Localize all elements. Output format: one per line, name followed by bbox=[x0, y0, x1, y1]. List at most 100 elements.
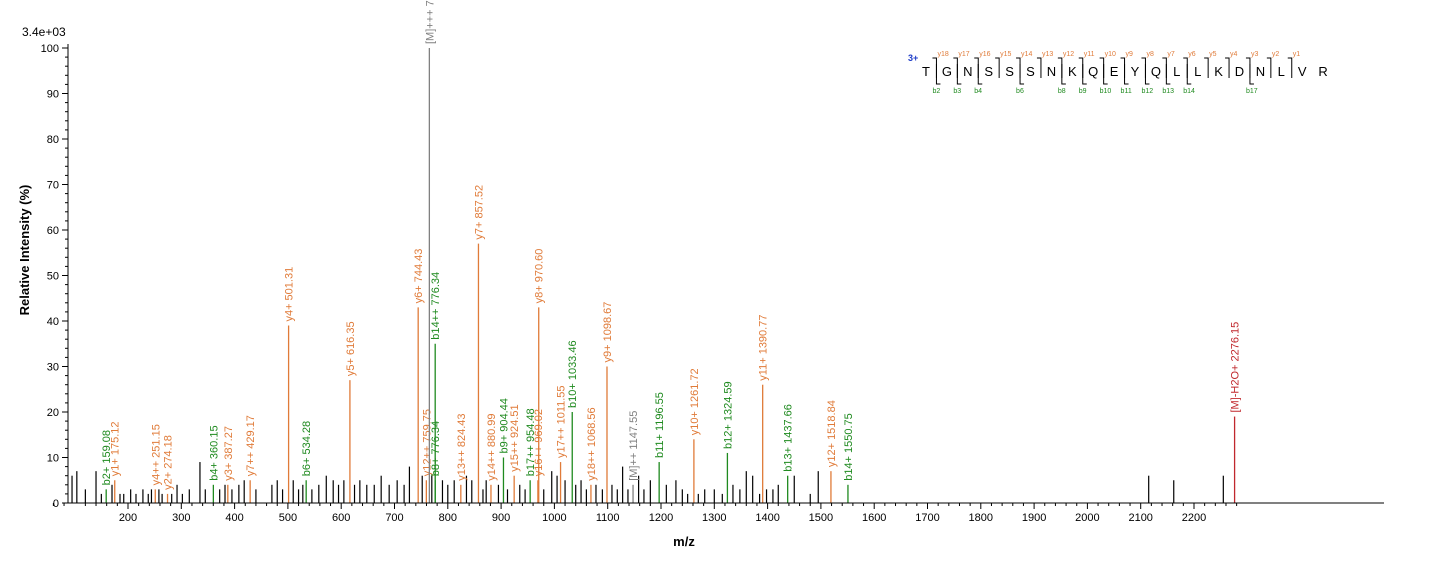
x-tick-label: 900 bbox=[492, 512, 510, 524]
b-ion-bracket bbox=[1061, 64, 1066, 85]
b-ion-label: b17 bbox=[1246, 88, 1258, 95]
b-ion-label: b4 bbox=[974, 88, 982, 95]
x-tick-label: 2100 bbox=[1128, 512, 1152, 524]
y-tick-label: 10 bbox=[47, 453, 59, 465]
x-axis-title: m/z bbox=[673, 534, 695, 549]
peak-label: y13++ 824.43 bbox=[456, 414, 468, 481]
y-ion-label: y16 bbox=[979, 51, 990, 58]
peak-label: b17++ 954.48 bbox=[525, 408, 537, 476]
sequence-residue: N bbox=[963, 64, 972, 79]
b-ion-bracket bbox=[1144, 64, 1150, 85]
y-ion-label: y17 bbox=[958, 51, 969, 58]
sequence-residue: K bbox=[1068, 64, 1077, 79]
y-ion-bracket bbox=[1057, 57, 1063, 78]
peak-label: y7+ 857.52 bbox=[473, 185, 485, 240]
y-ion-label: y5 bbox=[1209, 51, 1217, 58]
sequence-residue: Y bbox=[1131, 64, 1140, 79]
y-ion-bracket bbox=[1183, 57, 1188, 78]
peak-label: b14++ 776.34 bbox=[430, 272, 442, 340]
y-ion-label: y6 bbox=[1188, 51, 1196, 58]
peak-label: y5+ 616.35 bbox=[345, 321, 357, 376]
peak-label: b10+ 1033.46 bbox=[567, 340, 579, 408]
x-tick-label: 2000 bbox=[1075, 512, 1099, 524]
x-tick-label: 2200 bbox=[1182, 512, 1206, 524]
x-tick-label: 1500 bbox=[809, 512, 833, 524]
y-tick-label: 30 bbox=[47, 362, 59, 374]
b-ion-label: b8 bbox=[1058, 88, 1066, 95]
y-ion-bracket bbox=[1204, 57, 1209, 78]
x-tick-label: 200 bbox=[119, 512, 137, 524]
y-ion-label: y1 bbox=[1293, 51, 1301, 58]
peak-label: y10+ 1261.72 bbox=[689, 368, 701, 435]
y-ion-label: y4 bbox=[1230, 51, 1238, 58]
sequence-residue: T bbox=[922, 64, 930, 79]
peak-label: y7++ 429.17 bbox=[245, 415, 257, 476]
peak-label: y12+ 1518.84 bbox=[826, 400, 838, 467]
peak-label: b13+ 1437.66 bbox=[783, 404, 795, 472]
peak-label: y8+ 970.60 bbox=[534, 249, 546, 304]
b-ion-label: b6 bbox=[1016, 88, 1024, 95]
x-tick-label: 700 bbox=[385, 512, 403, 524]
x-tick-label: 500 bbox=[279, 512, 297, 524]
peak-label: b2+ 159.08 bbox=[101, 430, 113, 485]
peak-label: b14+ 1550.75 bbox=[843, 413, 855, 481]
sequence-residue: L bbox=[1278, 64, 1285, 79]
x-tick-label: 1700 bbox=[915, 512, 939, 524]
b-ion-bracket bbox=[1249, 64, 1254, 85]
y-ion-label: y13 bbox=[1042, 51, 1053, 58]
y-ion-label: y14 bbox=[1021, 51, 1032, 58]
peak-label: b6+ 534.28 bbox=[301, 421, 313, 476]
peak-label: [M]++ 1147.55 bbox=[628, 411, 640, 481]
b-ion-bracket bbox=[1165, 64, 1171, 85]
x-tick-label: 400 bbox=[225, 512, 243, 524]
charge-state-label: 3+ bbox=[908, 53, 918, 63]
sequence-residue: L bbox=[1173, 64, 1180, 79]
peak-label: y1+ 175.12 bbox=[110, 422, 122, 477]
x-tick-label: 1100 bbox=[596, 512, 620, 524]
y-ion-bracket bbox=[974, 57, 979, 78]
x-tick-label: 1600 bbox=[862, 512, 886, 524]
axis-ticks: 200 300 400 500 600 700 800 900 1000 1100 1200 1300… bbox=[41, 43, 1238, 524]
y-ion-bracket bbox=[932, 57, 937, 78]
b-ion-label: b14 bbox=[1183, 88, 1195, 95]
y-ion-bracket bbox=[1162, 57, 1167, 78]
peak-label: y11+ 1390.77 bbox=[758, 315, 770, 381]
b-ion-label: b9 bbox=[1079, 88, 1087, 95]
peak-label: [M]-H2O+ 2276.15 bbox=[1230, 322, 1242, 413]
y-ion-label: y9 bbox=[1126, 51, 1134, 58]
sequence-residue: K bbox=[1214, 64, 1223, 79]
b-ion-bracket bbox=[977, 64, 983, 85]
y-tick-label: 80 bbox=[47, 134, 59, 146]
b-ion-label: b3 bbox=[953, 88, 961, 95]
sequence-residue: N bbox=[1256, 64, 1265, 79]
b-ion-bracket bbox=[1019, 64, 1025, 85]
peak-label: y17++ 1011.55 bbox=[556, 385, 568, 458]
y-ion-label: y18 bbox=[937, 51, 948, 58]
b-ion-label: b11 bbox=[1121, 88, 1132, 95]
y-tick-label: 40 bbox=[47, 316, 59, 328]
peak-label: y15++ 924.51 bbox=[509, 404, 521, 471]
peak-label: b12+ 1324.59 bbox=[722, 381, 734, 449]
b-ion-label: b2 bbox=[932, 88, 940, 95]
peak-label: b4+ 360.15 bbox=[208, 425, 220, 480]
peak-label: b9+ 904.44 bbox=[498, 398, 510, 453]
sequence-residue: G bbox=[942, 64, 952, 79]
sequence-residue: V bbox=[1298, 64, 1307, 79]
sequence-residue: L bbox=[1194, 64, 1201, 79]
y-ion-label: y10 bbox=[1105, 51, 1116, 58]
peak-label: y6+ 744.43 bbox=[413, 249, 425, 304]
x-tick-label: 600 bbox=[332, 512, 350, 524]
y-ion-label: y12 bbox=[1063, 51, 1074, 58]
y-ion-label: y7 bbox=[1167, 51, 1175, 58]
y-ion-bracket bbox=[1099, 57, 1105, 78]
y-ion-bracket bbox=[1245, 57, 1251, 78]
b-ion-label: b12 bbox=[1141, 88, 1153, 95]
peak-label: b8+ 776.34 bbox=[430, 421, 442, 476]
x-tick-label: 300 bbox=[172, 512, 190, 524]
scale-label: 3.4e+03 bbox=[22, 25, 66, 39]
y-tick-label: 60 bbox=[47, 225, 59, 237]
y-tick-label: 100 bbox=[41, 43, 59, 55]
b-ion-bracket bbox=[1082, 64, 1087, 85]
